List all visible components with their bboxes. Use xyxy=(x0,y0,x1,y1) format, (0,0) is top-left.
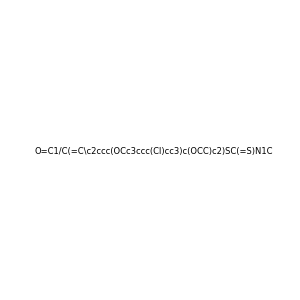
Text: O=C1/C(=C\c2ccc(OCc3ccc(Cl)cc3)c(OCC)c2)SC(=S)N1C: O=C1/C(=C\c2ccc(OCc3ccc(Cl)cc3)c(OCC)c2)… xyxy=(34,147,273,156)
